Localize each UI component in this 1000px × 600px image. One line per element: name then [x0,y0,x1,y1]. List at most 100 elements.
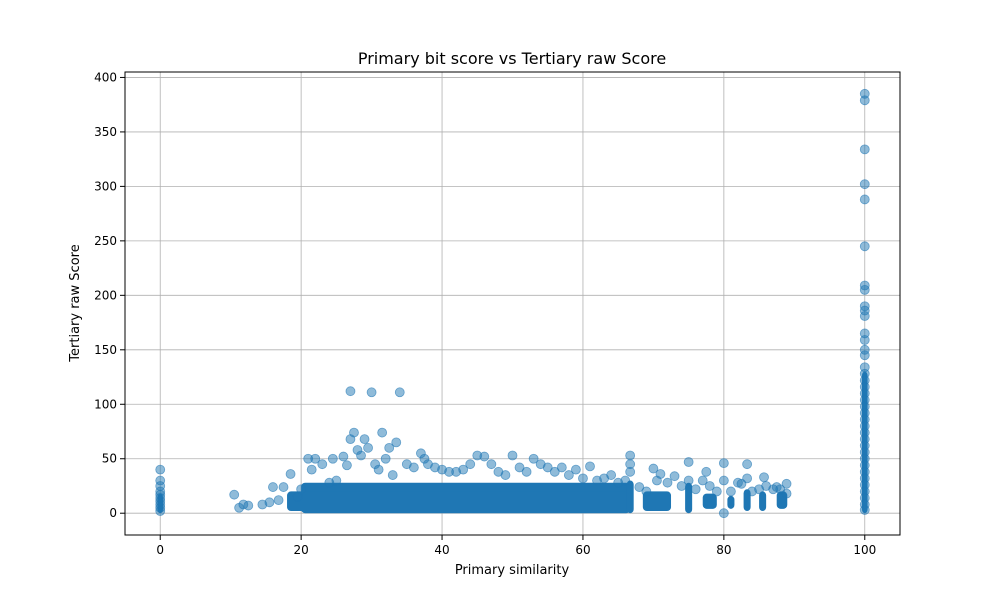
data-point [366,387,377,398]
data-point [306,464,317,475]
y-tick-label: 100 [94,397,117,411]
data-point [408,462,419,473]
y-tick-label: 400 [94,70,117,84]
data-point [500,470,511,480]
data-point [859,284,870,295]
data-point [859,505,870,515]
data-point [859,350,870,361]
data-point [342,460,352,471]
data-point [711,486,722,497]
x-axis-ticks: 0 20 40 60 80 100 [156,535,876,557]
point-cloud-band [626,480,634,514]
data-point [486,459,497,470]
data-point [683,475,694,486]
data-point [704,481,715,491]
data-point [648,463,659,474]
data-point [718,475,729,486]
data-point [278,482,289,492]
plot-frame [124,71,901,536]
point-cloud-band [685,482,693,514]
data-point [514,462,525,473]
data-point [859,311,870,321]
data-point [349,427,359,438]
x-axis-label: Primary similarity [455,563,570,578]
data-point [701,466,712,477]
data-point [781,478,792,489]
data-point [243,500,254,511]
data-point [683,457,694,467]
x-tick-label: 40 [434,543,449,557]
data-point [317,459,328,470]
x-tick-label: 60 [575,543,590,557]
data-point [585,461,595,472]
data-point [296,484,307,495]
data-point [507,450,518,461]
data-point [310,453,321,464]
y-tick-label: 0 [109,506,117,520]
data-point [338,451,349,462]
data-point [625,466,636,477]
data-point [676,481,687,491]
data-point [690,484,701,495]
data-point [634,482,645,492]
grid [125,72,900,535]
point-cloud-band [759,491,767,512]
data-point [859,95,870,106]
data-point [669,471,680,482]
data-point [479,451,490,462]
data-point [528,453,539,464]
data-point [327,453,338,464]
data-points [155,88,870,519]
x-tick-label: 0 [156,543,164,557]
data-point [345,386,356,397]
data-point [273,495,284,506]
data-point [859,144,870,155]
data-point [556,462,567,473]
data-point [549,466,560,477]
data-point [620,475,631,486]
data-point [268,482,278,492]
data-point [571,464,581,475]
data-point [331,475,342,486]
data-point [859,194,870,205]
x-tick-label: 80 [716,543,731,557]
data-point [373,464,384,475]
point-cloud-band [702,493,717,509]
y-axis-label: Tertiary raw Score [68,244,83,362]
y-tick-label: 50 [102,452,117,466]
data-point [655,469,666,479]
y-tick-label: 150 [94,343,117,357]
data-point [606,470,617,480]
data-point [742,459,753,470]
data-point [578,473,588,484]
chart-title: Primary bit score vs Tertiary raw Score [358,49,666,68]
data-point [229,489,240,500]
data-point [155,464,166,475]
data-point [542,462,553,473]
data-point [859,241,870,252]
data-point [391,437,402,448]
data-point [465,459,476,470]
data-point [641,486,652,497]
data-point [384,442,395,453]
data-point [781,488,792,499]
dense-point-cloud [157,371,868,514]
data-point [387,470,398,480]
point-cloud-band [642,491,672,512]
x-tick-label: 100 [853,543,876,557]
data-point [264,497,275,508]
data-point [377,427,388,438]
data-point [662,477,673,488]
data-point [697,475,708,486]
data-point [563,470,574,480]
data-point [356,450,366,461]
data-point [726,486,736,497]
data-point [380,453,391,464]
data-point [363,442,373,453]
data-point [625,450,636,461]
y-tick-label: 300 [94,179,117,193]
data-point [394,387,405,398]
data-point [458,464,469,475]
data-point [285,469,296,479]
data-point [742,473,753,484]
